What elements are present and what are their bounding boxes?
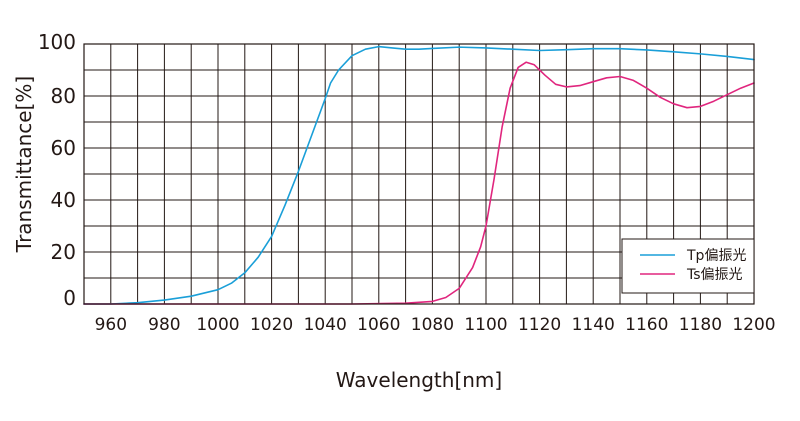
plot-frame [83, 43, 755, 305]
x-tick-label: 1000 [196, 315, 239, 335]
x-tick-label: 1040 [304, 315, 347, 335]
x-tick-label: 1200 [732, 315, 775, 335]
series-line-0 [83, 45, 755, 305]
x-tick-label: 1140 [572, 315, 615, 335]
x-tick-label: 1080 [411, 315, 454, 335]
x-tick-label: 1100 [464, 315, 507, 335]
series-line-1 [83, 61, 755, 305]
x-tick-label: 1060 [357, 315, 400, 335]
y-axis-label: Transmittance[%] [12, 76, 36, 253]
y-tick-label: 40 [51, 188, 76, 212]
legend-label-ts: Ts偏振光 [686, 267, 743, 283]
x-tick-label: 1020 [250, 315, 293, 335]
x-tick-label: 1180 [679, 315, 722, 335]
legend: Tp偏振光 Ts偏振光 [621, 238, 755, 294]
y-tick-label: 100 [38, 30, 76, 54]
legend-box [621, 238, 755, 294]
legend-label-tp: Tp偏振光 [686, 248, 746, 264]
y-tick-label: 60 [51, 136, 76, 160]
x-tick-labels: 960 980 1000 1020 1040 1060 1080 1100 1120 1140 11… [95, 315, 776, 335]
x-tick-label: 960 [95, 315, 127, 335]
y-tick-labels: 0 20 40 60 80 100 [38, 30, 76, 310]
y-tick-label: 0 [63, 286, 76, 310]
x-tick-label: 1120 [518, 315, 561, 335]
x-tick-label: 980 [148, 315, 180, 335]
x-tick-label: 1160 [625, 315, 668, 335]
series-lines [83, 45, 755, 305]
y-tick-label: 20 [51, 240, 76, 264]
x-axis-label: Wavelength[nm] [336, 368, 502, 392]
y-tick-label: 80 [51, 84, 76, 108]
